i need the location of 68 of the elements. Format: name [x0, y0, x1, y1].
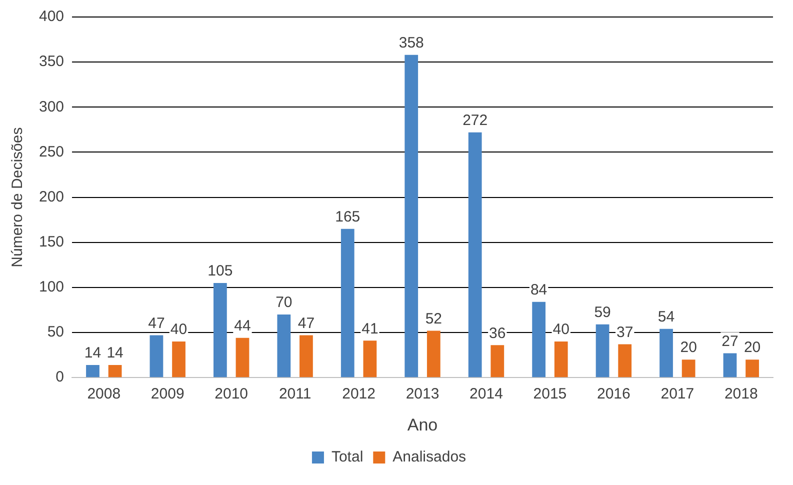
- data-label: 272: [462, 112, 488, 130]
- data-label: 27: [722, 332, 738, 350]
- legend-label: Analisados: [392, 448, 466, 466]
- data-label: 47: [298, 314, 315, 332]
- x-tick-label: 2014: [470, 386, 503, 403]
- bar: [172, 342, 186, 378]
- data-label: 70: [276, 294, 292, 312]
- bar: [404, 54, 418, 378]
- bar: [86, 364, 100, 378]
- y-tick-label: 100: [38, 278, 64, 296]
- bar: [150, 335, 164, 378]
- bar: [532, 302, 546, 378]
- bar: [108, 364, 122, 378]
- data-label: 44: [234, 318, 251, 335]
- data-label: 14: [84, 344, 102, 362]
- y-tick-label: 250: [38, 143, 64, 160]
- data-label: 47: [148, 314, 165, 332]
- data-label: 52: [425, 310, 442, 328]
- y-tick-label: 0: [56, 368, 64, 386]
- y-tick-label: 150: [38, 234, 64, 251]
- y-axis-title: Número de Decisões: [9, 127, 26, 268]
- bar: [660, 328, 673, 378]
- y-tick-label: 200: [38, 188, 64, 206]
- data-label: 84: [530, 282, 548, 299]
- y-tick-label: 350: [38, 53, 64, 70]
- data-label: 105: [208, 262, 233, 280]
- bar: [554, 342, 568, 378]
- bar: [490, 345, 504, 378]
- legend-label: Total: [331, 448, 364, 466]
- bar: [723, 353, 737, 378]
- bar: [596, 324, 610, 378]
- bar: [426, 330, 440, 378]
- x-tick-label: 2009: [150, 386, 184, 403]
- x-axis-title: Ano: [407, 415, 438, 434]
- bar: [363, 340, 377, 378]
- bar: [300, 335, 313, 378]
- x-tick-label: 2018: [724, 386, 758, 403]
- x-tick-label: 2011: [278, 386, 312, 403]
- bar: [213, 282, 227, 378]
- data-label: 165: [335, 208, 360, 226]
- y-tick-label: 50: [47, 324, 64, 341]
- data-label: 36: [489, 324, 506, 342]
- x-tick-label: 2012: [342, 386, 376, 403]
- y-tick-label: 300: [38, 98, 64, 116]
- data-label: 358: [398, 34, 424, 52]
- x-tick-label: 2016: [597, 386, 630, 403]
- bar: [618, 344, 632, 378]
- bar: [682, 360, 696, 378]
- data-label: 40: [552, 321, 570, 338]
- data-label: 59: [594, 304, 611, 322]
- x-tick-label: 2017: [660, 386, 694, 403]
- bar: [340, 228, 354, 378]
- data-label: 20: [744, 339, 761, 356]
- data-label: 14: [106, 344, 124, 362]
- data-label: 40: [170, 321, 188, 338]
- bar: [236, 338, 250, 378]
- data-label: 54: [658, 308, 675, 326]
- y-tick-label: 400: [38, 8, 64, 26]
- data-label: 37: [616, 324, 634, 341]
- x-tick-label: 2010: [214, 386, 248, 403]
- x-tick-label: 2013: [406, 386, 440, 403]
- x-tick-label: 2015: [533, 386, 567, 403]
- data-label: 20: [680, 339, 697, 356]
- data-label: 41: [362, 320, 378, 338]
- bar: [468, 132, 482, 378]
- x-tick-label: 2008: [87, 386, 121, 403]
- bar: [746, 360, 759, 378]
- bar: [277, 314, 291, 378]
